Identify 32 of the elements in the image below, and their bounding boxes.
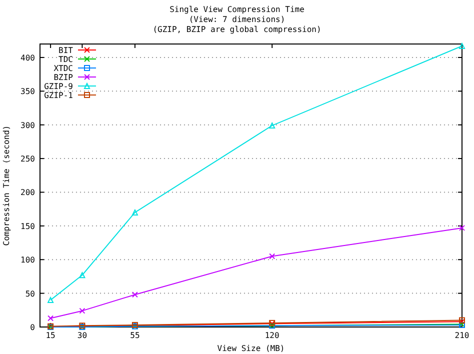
legend-label: XTDC	[54, 64, 74, 73]
chart-subtitle: (View: 7 dimensions) (GZIP, BZIP are global compression)	[152, 15, 322, 34]
legend-label: TDC	[58, 55, 74, 64]
point	[132, 292, 138, 298]
point	[79, 272, 86, 278]
x-tick-label: 120	[264, 331, 280, 340]
x-tick-label: 210	[454, 331, 470, 340]
y-tick-label: 200	[20, 188, 36, 198]
y-tick-label: 0	[30, 323, 36, 332]
legend-label: BIT	[58, 46, 74, 55]
x-axis-title: View Size (MB)	[217, 344, 285, 353]
point	[459, 43, 465, 50]
legend-label: GZIP-1	[44, 91, 74, 100]
y-tick-label: 400	[20, 53, 36, 62]
y-tick-label: 100	[20, 256, 36, 265]
x-tick-label: 55	[130, 331, 140, 340]
point	[459, 224, 465, 231]
y-axis-title: Compression Time (second)	[2, 125, 11, 246]
y-tick-label: 350	[20, 87, 36, 96]
point	[79, 308, 86, 314]
point	[48, 315, 54, 322]
y-tick-label: 250	[20, 154, 36, 164]
x-tick-label: 30	[77, 331, 88, 340]
chart-title: Single View Compression Time	[170, 5, 305, 14]
legend-label: BZIP	[54, 73, 74, 82]
y-tick-label: 50	[25, 289, 36, 298]
y-tick-label: 150	[20, 222, 36, 231]
y-tick-label: 300	[20, 120, 36, 130]
point	[132, 209, 138, 216]
legend-label: GZIP-9	[44, 82, 74, 91]
x-tick-label: 15	[46, 331, 56, 340]
point	[269, 253, 276, 260]
